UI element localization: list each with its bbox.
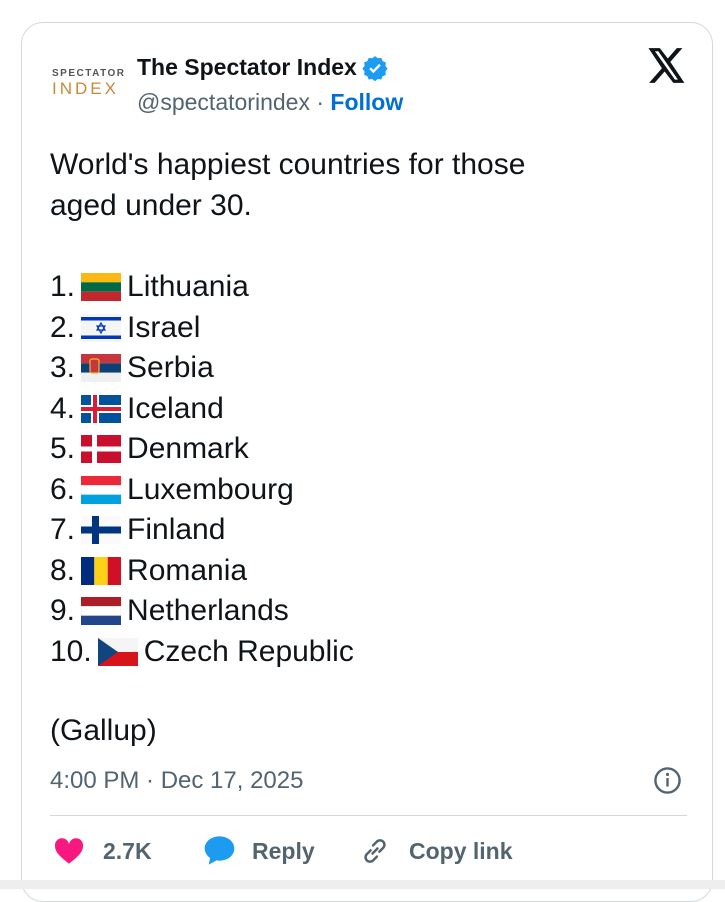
list-item: 8. Romania	[50, 551, 247, 591]
country: Netherlands	[127, 594, 289, 627]
flag-icon	[81, 354, 122, 382]
rank: 3.	[50, 351, 76, 384]
country: Luxembourg	[127, 472, 294, 506]
list-item: 2. Israel	[50, 308, 200, 348]
reply-button[interactable]: Reply	[252, 838, 315, 864]
country: Czech Republic	[143, 634, 354, 668]
flag-icon	[97, 637, 138, 666]
post-text: aged under 30.	[50, 189, 252, 222]
x-logo[interactable]	[648, 48, 686, 83]
country: Israel	[127, 310, 201, 344]
list-item: 10. Czech Republic	[50, 632, 354, 672]
source: (Gallup)	[50, 714, 157, 747]
separator: ·	[316, 89, 325, 115]
list-item: 9. Netherlands	[50, 591, 289, 631]
list-item: 7. Finland	[50, 510, 225, 550]
flag-icon	[81, 394, 122, 423]
country: Iceland	[127, 391, 224, 425]
rank: 1.	[50, 270, 76, 303]
list-item: 4. Iceland	[50, 389, 224, 429]
flag-icon	[81, 435, 122, 463]
copy-link-button[interactable]: Copy link	[409, 838, 513, 864]
verified-badge	[362, 55, 388, 81]
flag-icon	[81, 273, 122, 301]
like-icon[interactable]	[53, 837, 85, 865]
rank: 6.	[50, 472, 76, 506]
flag-icon	[81, 313, 122, 342]
rank: 10.	[50, 634, 92, 668]
list-item: 6. Luxembourg	[50, 470, 294, 510]
country: Lithuania	[127, 270, 249, 303]
rank: 2.	[50, 310, 76, 344]
timestamp[interactable]: 4:00 PM · Dec 17, 2025	[50, 767, 304, 794]
country: Serbia	[127, 351, 214, 384]
logo-bottom: INDEX	[52, 79, 119, 98]
list-item: 1. Lithuania	[50, 267, 249, 307]
country: Romania	[127, 553, 248, 587]
list-item: 3. Serbia	[50, 348, 214, 388]
list-item: 5. Denmark	[50, 429, 249, 469]
handle-row: @spectatorindex · Follow	[137, 89, 403, 116]
flag-icon	[81, 475, 122, 504]
country: Denmark	[127, 432, 249, 465]
info-icon[interactable]	[653, 766, 682, 795]
follow-button[interactable]: Follow	[330, 89, 404, 115]
rank: 8.	[50, 553, 76, 587]
divider	[50, 815, 687, 816]
rank: 9.	[50, 594, 76, 627]
rank: 5.	[50, 432, 76, 465]
logo-top: SPECTATOR	[52, 68, 126, 79]
rank: 7.	[50, 513, 76, 546]
link-icon[interactable]	[360, 836, 390, 866]
like-count[interactable]: 2.7K	[103, 838, 152, 864]
handle[interactable]: @spectatorindex	[137, 89, 310, 115]
author-row: The Spectator Index	[137, 54, 388, 81]
country: Finland	[127, 513, 226, 546]
flag-icon	[81, 516, 122, 544]
post-text: World's happiest countries for those	[50, 148, 526, 181]
rank: 4.	[50, 391, 76, 425]
flag-icon	[81, 597, 122, 625]
author-name[interactable]: The Spectator Index	[137, 54, 357, 80]
reply-icon[interactable]	[203, 835, 236, 866]
bottom-bar	[0, 880, 725, 889]
flag-icon	[81, 556, 122, 585]
